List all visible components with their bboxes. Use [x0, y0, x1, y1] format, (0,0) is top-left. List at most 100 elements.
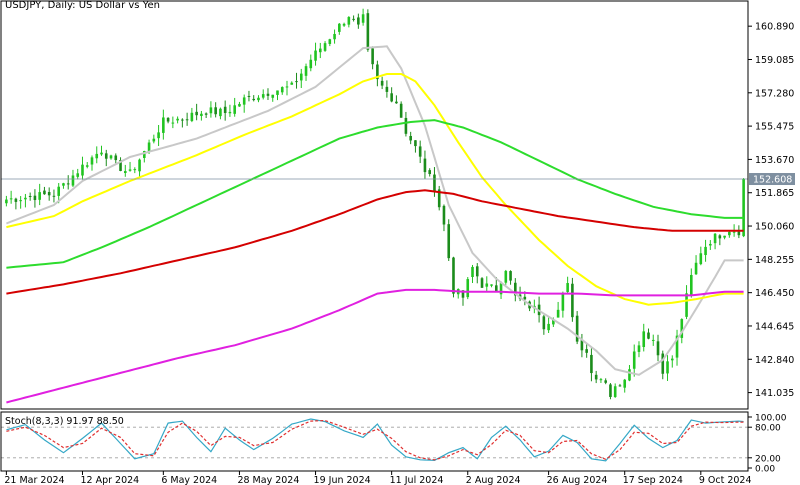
stoch-y-tick-label: 0.00	[755, 465, 775, 475]
ma-line-red	[6, 189, 744, 295]
current-price-label: 152.608	[753, 175, 792, 186]
candle-body	[114, 155, 118, 161]
candle-body	[14, 198, 18, 202]
candle-body	[57, 186, 60, 196]
y-tick-label: 159.085	[755, 55, 794, 66]
candle-body	[342, 23, 346, 26]
candle-body	[647, 332, 650, 339]
candle-body	[95, 153, 99, 159]
candle-body	[699, 253, 703, 265]
candle-body	[742, 179, 745, 237]
candle-body	[242, 97, 246, 105]
candle-body	[709, 243, 712, 246]
x-tick-label: 26 Aug 2024	[547, 475, 608, 485]
candle-body	[24, 197, 27, 200]
candle-body	[571, 283, 574, 318]
candle-body	[623, 379, 627, 388]
candle-body	[62, 183, 65, 186]
candle-body	[185, 119, 189, 121]
candle-body	[195, 111, 198, 116]
candle-body	[556, 309, 560, 318]
candle-body	[423, 158, 427, 173]
candle-body	[214, 107, 217, 115]
candle-body	[590, 354, 593, 374]
candle-body	[290, 82, 294, 85]
current-price-tag	[749, 173, 795, 186]
candle-body	[385, 86, 389, 92]
candle-body	[85, 165, 89, 167]
candle-body	[162, 117, 165, 133]
candle-body	[380, 80, 384, 86]
candle-body	[509, 271, 512, 281]
candle-body	[466, 279, 470, 298]
candle-body	[490, 284, 493, 286]
ma-line-magenta	[6, 288, 744, 404]
candle-body	[181, 119, 184, 121]
candle-body	[261, 94, 265, 98]
candle-body	[613, 386, 617, 398]
candle-body	[666, 361, 669, 374]
candle-body	[190, 112, 194, 122]
y-tick-label: 151.865	[755, 188, 794, 199]
x-tick-label: 11 Jul 2024	[390, 475, 444, 485]
candle-body	[661, 353, 665, 374]
candle-body	[651, 339, 655, 341]
candle-body	[737, 231, 741, 236]
candle-body	[732, 231, 736, 233]
x-tick-label: 28 May 2024	[237, 475, 299, 485]
candle-body	[694, 262, 698, 275]
candle-body	[257, 97, 260, 101]
candle-body	[395, 101, 398, 104]
candle-body	[171, 122, 175, 124]
stoch-main-line	[6, 418, 744, 462]
stoch-y-tick-label: 100.00	[755, 414, 787, 424]
candle-body	[433, 174, 436, 192]
chart-title: USDJPY, Daily: US Dollar vs Yen	[5, 0, 160, 11]
candle-body	[52, 195, 56, 197]
x-tick-label: 2 Aug 2024	[466, 475, 521, 485]
candle-body	[285, 86, 289, 88]
candle-body	[599, 379, 603, 381]
candle-body	[704, 246, 707, 256]
stoch-y-tick-label: 80.00	[755, 424, 781, 434]
candle-body	[514, 282, 517, 296]
candle-body	[76, 173, 80, 177]
y-tick-label: 157.280	[755, 88, 794, 99]
candle-body	[447, 224, 451, 259]
x-tick-label: 17 Sep 2024	[623, 475, 683, 485]
candle-body	[580, 340, 584, 351]
candle-body	[361, 14, 365, 23]
candle-body	[575, 315, 579, 342]
candle-body	[204, 113, 208, 115]
candle-body	[347, 17, 351, 25]
candle-body	[418, 146, 422, 157]
ma-line-yellow	[6, 73, 744, 306]
candle-body	[238, 103, 241, 107]
candle-body	[675, 335, 679, 358]
candle-body	[542, 316, 546, 330]
candle-body	[628, 369, 631, 381]
candle-body	[123, 171, 127, 174]
candle-body	[119, 160, 122, 171]
candle-body	[452, 257, 455, 294]
ma-line-green	[6, 119, 744, 269]
candle-body	[461, 290, 465, 298]
candle-body	[690, 274, 693, 296]
y-tick-label: 150.060	[755, 222, 794, 233]
candle-body	[604, 380, 607, 383]
candle-body	[143, 151, 146, 158]
candle-body	[494, 285, 498, 293]
candle-body	[523, 296, 527, 300]
candle-body	[642, 331, 646, 348]
candle-body	[219, 108, 222, 117]
candle-body	[609, 384, 612, 397]
ma-line-gray	[6, 45, 744, 376]
candle-body	[399, 103, 403, 118]
candle-body	[723, 235, 726, 238]
candle-body	[233, 105, 236, 114]
candle-body	[319, 48, 322, 53]
candle-body	[670, 358, 674, 361]
candle-body	[90, 157, 94, 165]
y-tick-label: 148.255	[755, 255, 794, 266]
